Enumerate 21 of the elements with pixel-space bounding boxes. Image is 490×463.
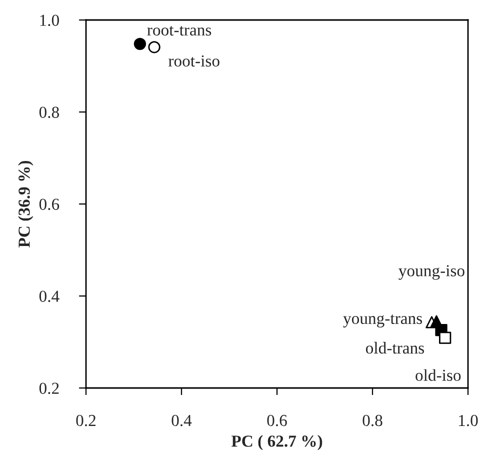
- y-tick-label: 0.2: [39, 382, 59, 394]
- series-label: old-iso: [416, 369, 461, 381]
- series-label: young-trans: [343, 314, 422, 328]
- x-tick-label: 0.8: [362, 414, 382, 426]
- y-tick-label: 0.6: [39, 198, 60, 210]
- series-label: root-iso: [168, 55, 220, 67]
- series-label: old-trans: [366, 342, 424, 354]
- text: young-iso: [398, 265, 464, 280]
- y-tick-label: 1.0: [40, 14, 59, 26]
- point: [439, 332, 452, 344]
- y-axis-title: PC (36.9 %): [18, 160, 34, 248]
- x-tick-label: 0.2: [76, 414, 96, 426]
- x-axis-title: PC ( 62.7 %): [231, 435, 322, 450]
- x-tick-label: 1.0: [459, 414, 478, 426]
- point: [148, 41, 160, 54]
- series-label: root-trans: [147, 26, 212, 36]
- x-tick-label: 0.4: [172, 414, 192, 426]
- point: [134, 38, 146, 50]
- x-tick-label: 0.6: [267, 414, 287, 426]
- y-tick-label: 0.4: [39, 290, 60, 302]
- y-tick-label: 0.8: [39, 106, 59, 118]
